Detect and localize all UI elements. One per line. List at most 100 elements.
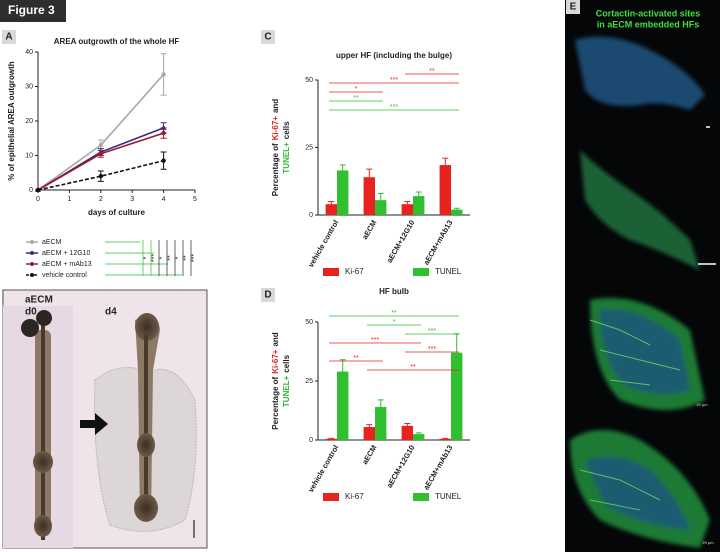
bar: [337, 371, 349, 440]
legend-label: vehicle control: [42, 272, 87, 279]
legend-label: TUNEL: [435, 267, 462, 276]
y-axis-label: TUNEL+ cells: [282, 121, 291, 174]
marker: [35, 187, 41, 193]
error-bar: [328, 201, 335, 205]
significance-label: *: [159, 256, 166, 259]
error-bar: [366, 424, 373, 428]
legend-swatch: [323, 493, 339, 501]
bar: [451, 352, 463, 440]
y-tick-label: 0: [309, 437, 313, 444]
comparison-label: **: [353, 355, 359, 362]
line: [37, 159, 164, 191]
comparison-label: **: [410, 364, 416, 371]
y-tick-label: 40: [25, 49, 33, 56]
comparison-label: ***: [371, 337, 379, 344]
legend-label: aECM + 12G10: [42, 250, 91, 257]
micrograph-e: [565, 0, 720, 552]
bar: [363, 427, 375, 440]
micrograph-label: aECM: [25, 295, 53, 306]
error-bar: [377, 192, 384, 201]
y-tick-label: 10: [25, 152, 33, 159]
marker: [161, 72, 166, 77]
marker: [98, 151, 104, 156]
chart-title: HF bulb: [379, 287, 409, 296]
legend-swatch: [413, 268, 429, 276]
comparison-label: **: [353, 95, 359, 102]
y-tick-label: 0: [29, 187, 33, 194]
error-bar: [366, 168, 373, 178]
error-bar: [453, 333, 460, 353]
y-axis-label-part: Percentage of: [271, 143, 280, 196]
micrograph-label: d4: [105, 307, 117, 318]
y-axis-label-part: Ki-67+: [271, 116, 280, 141]
bar: [337, 170, 349, 215]
panel-letter: A: [5, 32, 12, 43]
significance-label: ***: [151, 254, 158, 262]
comparison-label: **: [391, 310, 397, 317]
scale-label: 20 µm: [702, 540, 714, 545]
legend-label: aECM: [42, 239, 62, 246]
x-tick-label: vehicle control: [306, 218, 340, 268]
y-tick-label: 25: [305, 378, 313, 385]
y-axis-label-part: and: [271, 332, 280, 346]
panel-title: Cortactin-activated sites: [596, 8, 701, 18]
y-axis-label-part: Percentage of: [271, 376, 280, 429]
x-tick-label: aECM+12G10: [385, 218, 417, 264]
y-axis-label-part: and: [271, 99, 280, 113]
legend-label: aECM + mAb13: [42, 261, 92, 268]
y-axis-label: Percentage of Ki-67+ and: [271, 332, 280, 429]
comparison-label: *: [393, 319, 396, 326]
error-bar: [377, 399, 384, 407]
bar: [413, 434, 425, 440]
y-axis-label-part: cells: [282, 121, 291, 139]
scale-label: 20 µm: [696, 402, 708, 407]
y-axis-label-part: cells: [282, 354, 291, 372]
chart-title: AREA outgrowth of the whole HF: [54, 37, 180, 46]
bar: [401, 425, 413, 440]
x-tick-label: 2: [99, 196, 103, 203]
bar: [375, 200, 387, 215]
error-bar: [415, 432, 422, 435]
y-tick-label: 30: [25, 83, 33, 90]
bar: [439, 165, 451, 215]
y-axis-label-part: Ki-67+: [271, 349, 280, 374]
comparison-label: *: [355, 86, 358, 93]
y-tick-label: 50: [305, 319, 313, 326]
bar: [375, 406, 387, 440]
comparison-label: **: [429, 68, 435, 75]
bar: [363, 177, 375, 215]
comparison-label: ***: [428, 328, 436, 335]
legend-label: Ki-67: [345, 267, 364, 276]
x-tick-label: aECM: [360, 218, 378, 241]
panel-letter-box: [261, 288, 275, 302]
panel-letter-box: [261, 30, 275, 44]
y-tick-label: 25: [305, 144, 313, 151]
marker: [161, 158, 166, 163]
comparison-label: ***: [428, 346, 436, 353]
x-tick-label: aECM+mAb13: [422, 218, 455, 266]
x-tick-label: 0: [36, 196, 40, 203]
marker: [160, 124, 167, 130]
x-tick-label: aECM: [360, 443, 378, 466]
error-bar: [339, 164, 346, 171]
error-bar: [453, 207, 460, 210]
error-bar: [404, 422, 411, 426]
significance-label: ***: [191, 254, 198, 262]
panel-letter: D: [264, 290, 271, 301]
y-axis-label: % of epithelial AREA outgrowth: [7, 61, 16, 181]
marker: [161, 130, 166, 136]
legend-marker: [30, 273, 34, 277]
y-axis-label: TUNEL+ cells: [282, 354, 291, 407]
y-axis-label-part: TUNEL+: [282, 375, 291, 407]
x-axis-label: days of culture: [88, 208, 145, 217]
x-tick-label: 1: [67, 196, 71, 203]
bar: [413, 196, 425, 215]
error-bar: [415, 191, 422, 197]
y-axis-label-part: TUNEL+: [282, 142, 291, 174]
error-bar: [404, 201, 411, 205]
y-tick-label: 0: [309, 212, 313, 219]
panel-letter: E: [570, 2, 577, 13]
panel-letter-box: [2, 30, 16, 44]
legend-marker: [30, 262, 34, 266]
